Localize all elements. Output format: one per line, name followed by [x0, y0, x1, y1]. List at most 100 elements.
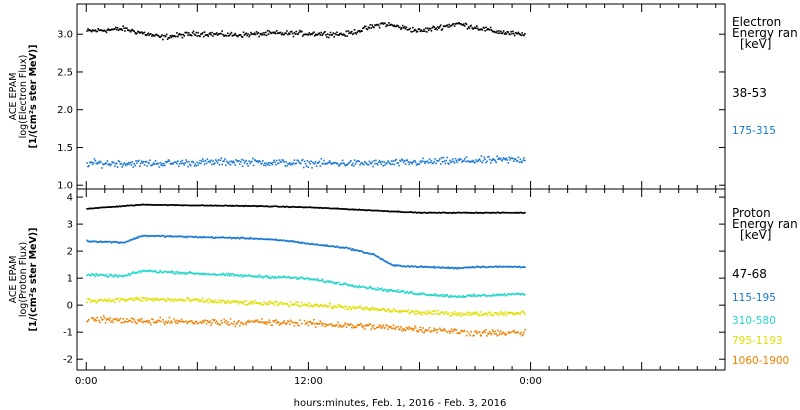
electron-data-point [127, 163, 129, 166]
proton-data-point [329, 303, 332, 305]
proton-data-point [505, 294, 508, 297]
proton-data-point [439, 294, 441, 297]
proton-data-point [288, 304, 290, 307]
electron-data-point [239, 163, 241, 165]
proton-data-point [308, 279, 310, 281]
electron-data-point [496, 155, 498, 158]
proton-data-point [349, 247, 351, 249]
electron-data-point [411, 162, 413, 165]
proton-data-point [376, 287, 379, 289]
proton-data-point [270, 205, 273, 208]
proton-data-point [384, 210, 386, 212]
proton-data-point [200, 236, 202, 239]
electron-data-point [349, 31, 351, 33]
proton-data-point [382, 307, 385, 310]
electron-data-point [313, 31, 315, 33]
proton-data-point [284, 302, 286, 305]
electron-data-point [432, 25, 435, 28]
proton-data-point [271, 324, 273, 327]
electron-data-point [408, 28, 410, 31]
electron-data-point [171, 34, 173, 37]
proton-data-point [486, 295, 488, 297]
proton-data-point [110, 274, 112, 276]
proton-data-point [372, 253, 374, 255]
electron-data-point [160, 35, 162, 38]
electron-data-point [239, 34, 241, 36]
proton-data-point [264, 238, 267, 240]
proton-data-point [388, 308, 390, 310]
electron-data-point [182, 162, 185, 165]
electron-data-point [159, 36, 161, 38]
proton-data-point [339, 246, 342, 249]
proton-data-point [126, 204, 128, 207]
electron-data-point [173, 161, 175, 164]
electron-data-point [373, 160, 375, 162]
proton-data-point [344, 305, 347, 308]
proton-legend-entry: 1060-1900 [732, 355, 789, 367]
electron-data-point [138, 159, 140, 162]
proton-data-point [351, 208, 353, 211]
electron-data-point [303, 160, 306, 163]
electron-data-point [230, 160, 233, 162]
electron-data-point [115, 28, 118, 31]
electron-data-point [479, 28, 482, 31]
proton-data-point [229, 318, 232, 320]
proton-data-point [123, 321, 125, 323]
proton-data-point [311, 206, 313, 209]
proton-data-point [175, 235, 177, 238]
proton-data-point [426, 212, 429, 214]
proton-data-point [293, 276, 296, 279]
proton-data-point [282, 205, 285, 208]
proton-data-point [391, 264, 394, 267]
electron-data-point [444, 162, 447, 165]
electron-data-point [305, 165, 308, 167]
proton-data-point [106, 317, 109, 320]
proton-data-point [245, 299, 248, 302]
proton-data-point [105, 273, 108, 276]
proton-data-point [473, 334, 475, 337]
proton-data-point [140, 270, 143, 273]
electron-data-point [203, 31, 206, 33]
proton-data-point [125, 241, 127, 243]
electron-data-point [214, 33, 216, 35]
electron-data-point [472, 28, 474, 30]
proton-data-point [337, 207, 339, 210]
proton-data-point [420, 311, 422, 313]
electron-data-point [90, 30, 93, 33]
electron-data-point [139, 32, 141, 34]
electron-data-point [222, 160, 224, 163]
electron-data-point [169, 163, 172, 165]
electron-data-point [457, 22, 460, 25]
proton-data-point [387, 210, 389, 212]
proton-data-point [422, 212, 424, 214]
proton-data-point [226, 301, 228, 304]
proton-data-point [98, 241, 100, 243]
proton-data-point [341, 305, 344, 308]
proton-data-point [248, 238, 250, 240]
proton-data-point [228, 236, 231, 239]
proton-data-point [192, 204, 195, 207]
electron-y-tick-label: 1.5 [57, 143, 73, 154]
proton-data-point [261, 318, 263, 320]
proton-data-point [101, 319, 103, 321]
proton-data-point [517, 331, 520, 334]
proton-data-point [333, 245, 335, 248]
proton-data-point [405, 211, 408, 213]
electron-data-point [358, 160, 360, 163]
electron-data-point [339, 32, 342, 35]
proton-data-point [301, 276, 303, 279]
proton-data-point [115, 298, 118, 300]
electron-data-point [459, 158, 461, 160]
proton-data-point [235, 323, 237, 325]
proton-data-point [289, 276, 292, 279]
proton-data-point [183, 236, 186, 238]
proton-data-point [509, 293, 511, 296]
electron-data-point [407, 161, 410, 163]
proton-data-point [255, 320, 258, 322]
proton-data-point [427, 294, 430, 296]
proton-data-point [319, 206, 322, 209]
electron-data-point [356, 31, 359, 33]
electron-data-point [326, 33, 329, 35]
electron-data-point [287, 33, 289, 36]
electron-data-point [483, 27, 485, 29]
